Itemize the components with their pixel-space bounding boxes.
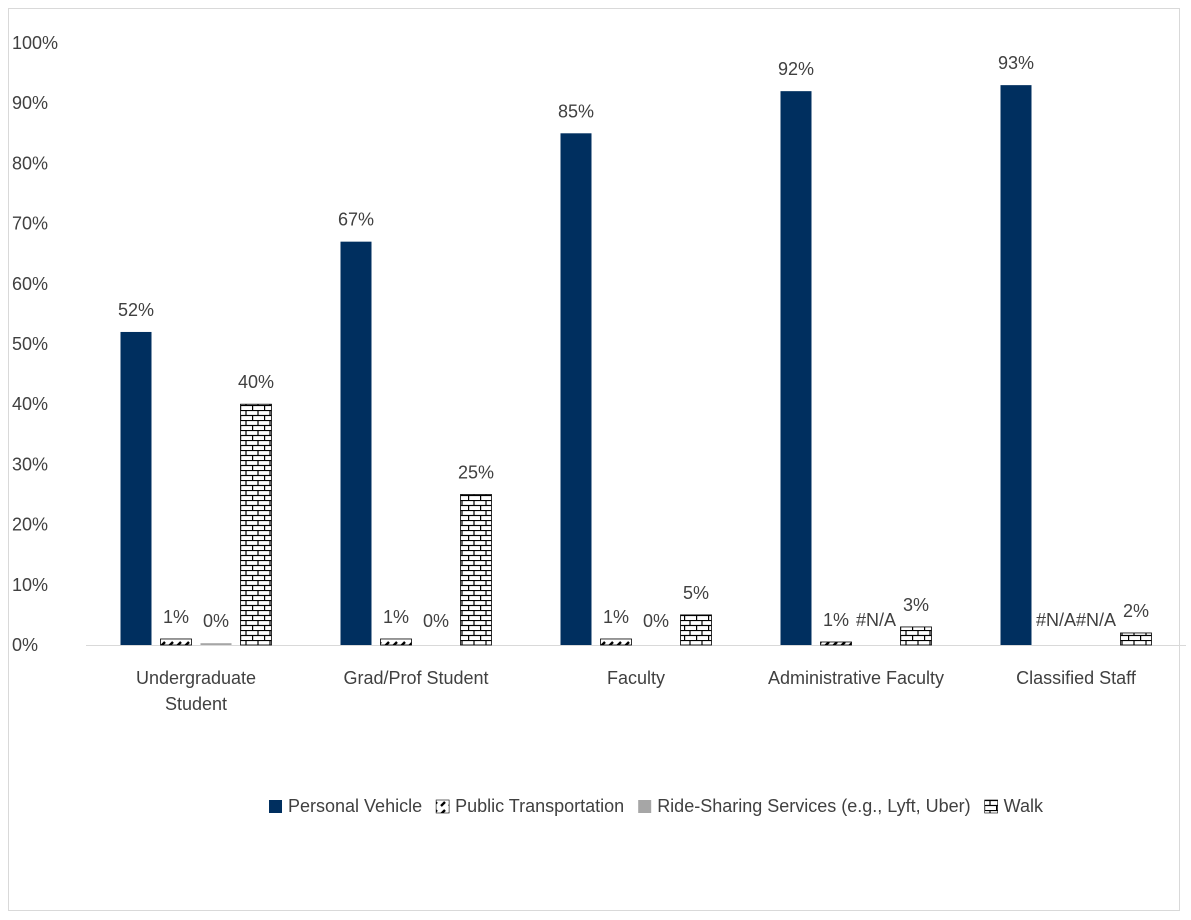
y-axis: 0% 10% 20% 30% 40% 50% 60% 70% 80% 90% 100%	[12, 33, 58, 655]
x-tick-label: Grad/Prof Student	[343, 668, 488, 688]
bar-public-transportation	[820, 641, 852, 646]
data-label: 40%	[238, 372, 274, 392]
bar-public-transportation	[380, 638, 412, 646]
y-tick-label: 80%	[12, 153, 48, 173]
y-tick-label: 0%	[12, 635, 38, 655]
data-label: 52%	[118, 300, 154, 320]
legend-swatch	[435, 799, 450, 814]
data-label: 5%	[683, 583, 709, 603]
legend: Personal Vehicle Public Transportation Rid…	[269, 796, 1044, 816]
data-label: 25%	[458, 463, 494, 483]
data-label: 3%	[903, 595, 929, 615]
x-tick-label: Classified Staff	[1016, 668, 1137, 688]
bar-walk	[460, 494, 492, 646]
data-label: 0%	[423, 611, 449, 631]
legend-swatch	[638, 800, 652, 813]
bar-ride-sharing-services-e-g-lyft-uber	[200, 643, 232, 645]
y-tick-label: 40%	[12, 394, 48, 414]
legend-label: Ride-Sharing Services (e.g., Lyft, Uber)	[657, 796, 970, 816]
legend-swatch	[269, 800, 283, 813]
y-tick-label: 50%	[12, 334, 48, 354]
y-tick-label: 60%	[12, 274, 48, 294]
data-label: 1%	[163, 607, 189, 627]
data-label: 2%	[1123, 601, 1149, 621]
data-label: 92%	[778, 59, 814, 79]
bars	[120, 85, 1152, 646]
y-tick-label: 90%	[12, 93, 48, 113]
bar-personal-vehicle	[780, 91, 812, 645]
legend-swatch	[984, 799, 998, 814]
legend-label: Personal Vehicle	[288, 796, 422, 816]
bar-personal-vehicle	[560, 133, 592, 646]
legend-label: Public Transportation	[455, 796, 624, 816]
bar-personal-vehicle	[1000, 85, 1032, 645]
bar-public-transportation	[160, 638, 192, 646]
x-tick-label: Student	[165, 694, 227, 714]
bar-personal-vehicle	[340, 241, 372, 645]
x-tick-label: Administrative Faculty	[768, 668, 944, 688]
chart-frame	[8, 8, 1180, 911]
data-label: 0%	[203, 611, 229, 631]
data-label: #N/A	[856, 610, 896, 630]
x-tick-label: Undergraduate	[136, 668, 256, 688]
y-tick-label: 10%	[12, 575, 48, 595]
y-tick-label: 20%	[12, 515, 48, 535]
data-label: 1%	[603, 607, 629, 627]
y-tick-label: 70%	[12, 214, 48, 234]
data-label: 67%	[338, 210, 374, 230]
legend-label: Walk	[1004, 796, 1044, 816]
x-axis: Undergraduate Student Grad/Prof Student Fac…	[86, 645, 1186, 714]
data-label: #N/A	[1076, 610, 1116, 630]
bar-walk	[680, 614, 712, 646]
data-label: 1%	[383, 607, 409, 627]
bar-personal-vehicle	[120, 331, 152, 645]
data-labels: 52% 1% 0% 40% 67% 1% 0% 25% 85% 1% 0% 5% 92% 1% #N/A 3%…	[118, 53, 1149, 631]
data-label: #N/A	[1036, 610, 1076, 630]
x-tick-label: Faculty	[607, 668, 665, 688]
bar-public-transportation	[600, 638, 632, 646]
bar-walk	[240, 403, 272, 646]
y-tick-label: 100%	[12, 33, 58, 53]
data-label: 1%	[823, 610, 849, 630]
data-label: 93%	[998, 53, 1034, 73]
y-tick-label: 30%	[12, 454, 48, 474]
data-label: 0%	[643, 611, 669, 631]
bar-walk	[1120, 632, 1152, 646]
data-label: 85%	[558, 101, 594, 121]
bar-walk	[900, 626, 932, 646]
